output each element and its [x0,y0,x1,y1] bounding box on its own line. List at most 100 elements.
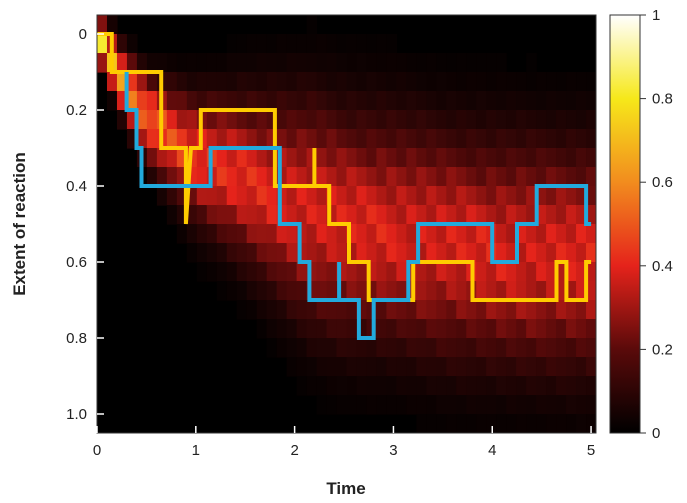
heatmap-cell [166,186,178,206]
heatmap-cell [536,224,547,244]
heatmap-cell [526,414,537,433]
heatmap-cell [406,224,417,244]
heatmap-cell [296,205,308,225]
heatmap-cell [506,300,517,320]
heatmap-cell [466,148,477,168]
heatmap-cell [406,167,417,187]
heatmap-cell [266,148,278,168]
heatmap-cell [97,53,108,73]
heatmap-cell [286,300,298,320]
heatmap-cell [306,167,318,187]
heatmap-cell [276,224,288,244]
heatmap-cell [436,262,447,282]
heatmap-cell [536,414,547,433]
heatmap-cell [466,319,477,339]
heatmap-cell [506,167,517,187]
heatmap-cell [396,53,407,73]
heatmap-cell [216,262,228,282]
heatmap-cell [436,53,447,73]
heatmap-cell [306,53,318,73]
heatmap-cell [486,414,497,433]
heatmap-cell [296,129,308,149]
x-tick-label: 0 [93,442,101,459]
heatmap-cell [466,224,477,244]
heatmap-cell [316,300,328,320]
heatmap-cell [176,148,188,168]
y-tick-label: 0.8 [66,330,87,347]
heatmap-cell [536,243,547,263]
heatmap-cell [426,224,437,244]
heatmap-cell [356,148,368,168]
heatmap-cell [466,376,477,396]
heatmap-cell [586,300,596,320]
heatmap-cell [316,167,328,187]
heatmap-cell [346,91,358,111]
heatmap-cell [556,91,567,111]
heatmap-cell [186,72,198,92]
heatmap-cell [556,414,567,433]
heatmap-cell [206,186,218,206]
heatmap-cell [336,167,348,187]
heatmap-cell [246,34,258,54]
heatmap-cell [276,110,288,130]
heatmap-cell [166,167,178,187]
heatmap-cell [336,395,348,415]
heatmap-cell [116,34,128,54]
heatmap-cell [226,205,238,225]
heatmap-cell [436,357,447,377]
heatmap-cell [176,53,188,73]
heatmap-cell [246,224,258,244]
heatmap-cell [496,376,507,396]
heatmap-cell [306,357,318,377]
heatmap-cell [586,91,596,111]
heatmap-cell [136,72,148,92]
heatmap-cell [346,72,358,92]
heatmap-cell [456,338,467,358]
heatmap-cell [176,205,188,225]
heatmap-cell [146,167,158,187]
heatmap-cell [246,300,258,320]
heatmap-cell [206,205,218,225]
heatmap-cell [566,148,577,168]
heatmap-cell [456,243,467,263]
heatmap-cell [556,338,567,358]
heatmap-cell [516,300,527,320]
heatmap-cell [296,262,308,282]
heatmap-cell [576,186,587,206]
heatmap-cell [266,110,278,130]
heatmap-cell [196,224,208,244]
heatmap-cell [566,376,577,396]
heatmap-cell [166,205,178,225]
heatmap-cell [586,129,596,149]
heatmap-cell [296,319,308,339]
heatmap-cell [286,91,298,111]
heatmap-cell [496,148,507,168]
heatmap-cell [236,129,248,149]
heatmap-cell [406,110,417,130]
heatmap-cell [536,281,547,301]
heatmap-cell [476,414,487,433]
heatmap-cell [506,395,517,415]
heatmap-cell [466,53,477,73]
heatmap-cell [436,281,447,301]
heatmap-cell [186,167,198,187]
heatmap-cell [376,300,388,320]
heatmap-cell [226,53,238,73]
heatmap-cell [156,53,168,73]
heatmap-cell [546,414,557,433]
heatmap-cell [576,129,587,149]
heatmap-cell [516,395,527,415]
heatmap-cell [456,129,467,149]
heatmap-cell [406,243,417,263]
heatmap-cell [346,376,358,396]
heatmap-cell [486,167,497,187]
heatmap-cell [456,91,467,111]
heatmap-cell [266,338,278,358]
heatmap-cell [536,148,547,168]
heatmap-cell [346,129,358,149]
heatmap-cell [476,129,487,149]
heatmap-cell [476,224,487,244]
heatmap-cell [326,167,338,187]
heatmap-cell [356,376,368,396]
heatmap-cell [226,186,238,206]
